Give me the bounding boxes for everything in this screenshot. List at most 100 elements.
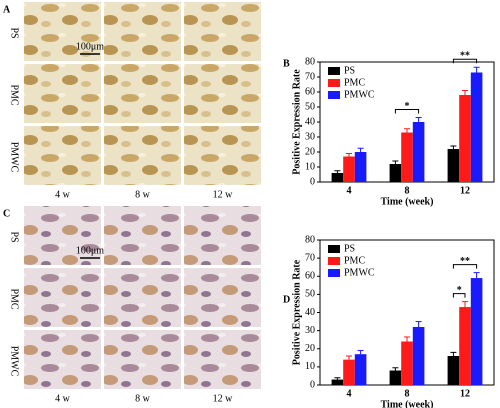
column-label: 12 w — [213, 189, 234, 200]
legend-label: PMWC — [344, 89, 375, 100]
bar — [470, 72, 483, 182]
y-tick-label: 20 — [305, 343, 315, 354]
significance-label: * — [457, 285, 462, 296]
row-label: PMC — [9, 84, 20, 105]
y-axis-label: Positive Expression Rate — [291, 69, 302, 175]
micrograph — [184, 206, 261, 265]
x-tick-label: 8 — [405, 185, 410, 196]
significance-bracket — [452, 264, 478, 269]
y-tick-label: 80 — [305, 56, 315, 67]
micrograph — [24, 2, 101, 61]
y-tick-label: 20 — [305, 146, 315, 157]
significance-label: * — [405, 101, 410, 112]
bar — [401, 341, 413, 385]
x-tick-label: 8 — [405, 388, 410, 399]
micrograph — [24, 64, 101, 123]
micrograph — [104, 64, 181, 123]
bar — [343, 359, 355, 385]
panel-letter: C — [3, 208, 10, 219]
bar — [343, 156, 355, 182]
y-tick-label: 50 — [305, 289, 315, 300]
bar — [447, 356, 460, 385]
row-label: PMWC — [9, 142, 20, 173]
micrograph — [24, 126, 101, 185]
row-label: PMC — [9, 288, 20, 309]
micrograph — [184, 2, 261, 61]
micrograph — [24, 330, 101, 389]
bar — [412, 327, 425, 385]
panel-letter: D — [283, 294, 290, 305]
y-tick-label: 50 — [305, 101, 315, 112]
micrograph — [104, 2, 181, 61]
bar — [459, 95, 471, 182]
y-axis-label: Positive Expression Rate — [291, 259, 302, 365]
column-label: 8 w — [135, 189, 151, 200]
bar — [447, 149, 460, 182]
scale-bar-label: 100μm — [76, 245, 104, 256]
micrograph — [104, 126, 181, 185]
legend-label: PMWC — [344, 267, 375, 278]
legend-swatch — [328, 67, 340, 75]
micrograph — [184, 330, 261, 389]
row-label: PS — [9, 231, 20, 242]
micrograph — [24, 206, 101, 265]
micrograph — [104, 206, 181, 265]
x-tick-label: 12 — [460, 388, 470, 399]
y-tick-label: 70 — [305, 252, 315, 263]
column-label: 8 w — [135, 393, 151, 404]
significance-bracket — [452, 58, 478, 64]
micrograph — [184, 268, 261, 327]
legend-swatch — [328, 91, 340, 99]
panel-letter: B — [283, 58, 290, 69]
y-tick-label: 40 — [305, 116, 315, 127]
bar — [354, 354, 367, 385]
legend-label: PMC — [344, 77, 365, 88]
significance-bracket — [452, 293, 466, 298]
bar — [389, 164, 402, 182]
y-tick-label: 60 — [305, 86, 315, 97]
significance-label: ** — [460, 51, 470, 62]
micrograph — [24, 268, 101, 327]
y-tick-label: 70 — [305, 71, 315, 82]
y-tick-label: 10 — [305, 361, 315, 372]
legend-swatch — [328, 257, 340, 265]
bar — [331, 173, 344, 182]
bar — [354, 152, 367, 182]
panel-letter: A — [3, 4, 11, 15]
y-tick-label: 10 — [305, 161, 315, 172]
bar — [459, 307, 471, 385]
column-label: 4 w — [55, 189, 71, 200]
row-label: PMWC — [9, 346, 20, 377]
x-tick-label: 12 — [460, 185, 470, 196]
micrograph — [104, 330, 181, 389]
y-tick-label: 0 — [310, 176, 315, 187]
row-label: PS — [9, 27, 20, 38]
legend-swatch — [328, 269, 340, 277]
y-tick-label: 40 — [305, 307, 315, 318]
column-label: 4 w — [55, 393, 71, 404]
y-tick-label: 0 — [310, 379, 315, 390]
scale-bar-label: 100μm — [76, 41, 104, 52]
legend-swatch — [328, 79, 340, 87]
micrograph — [104, 268, 181, 327]
bar — [412, 122, 425, 182]
x-tick-label: 4 — [347, 388, 352, 399]
significance-label: ** — [460, 256, 470, 267]
x-axis-label: Time (week) — [381, 399, 434, 408]
legend-swatch — [328, 245, 340, 253]
y-tick-label: 30 — [305, 325, 315, 336]
micrograph — [184, 126, 261, 185]
y-tick-label: 60 — [305, 271, 315, 282]
x-tick-label: 4 — [347, 185, 352, 196]
legend-label: PS — [344, 243, 355, 254]
bar — [470, 278, 483, 385]
bar — [401, 132, 413, 182]
column-label: 12 w — [213, 393, 234, 404]
significance-bracket — [394, 109, 420, 114]
bar — [389, 370, 402, 385]
legend-label: PS — [344, 65, 355, 76]
micrograph — [184, 64, 261, 123]
x-axis-label: Time (week) — [381, 196, 434, 207]
y-tick-label: 80 — [305, 234, 315, 245]
